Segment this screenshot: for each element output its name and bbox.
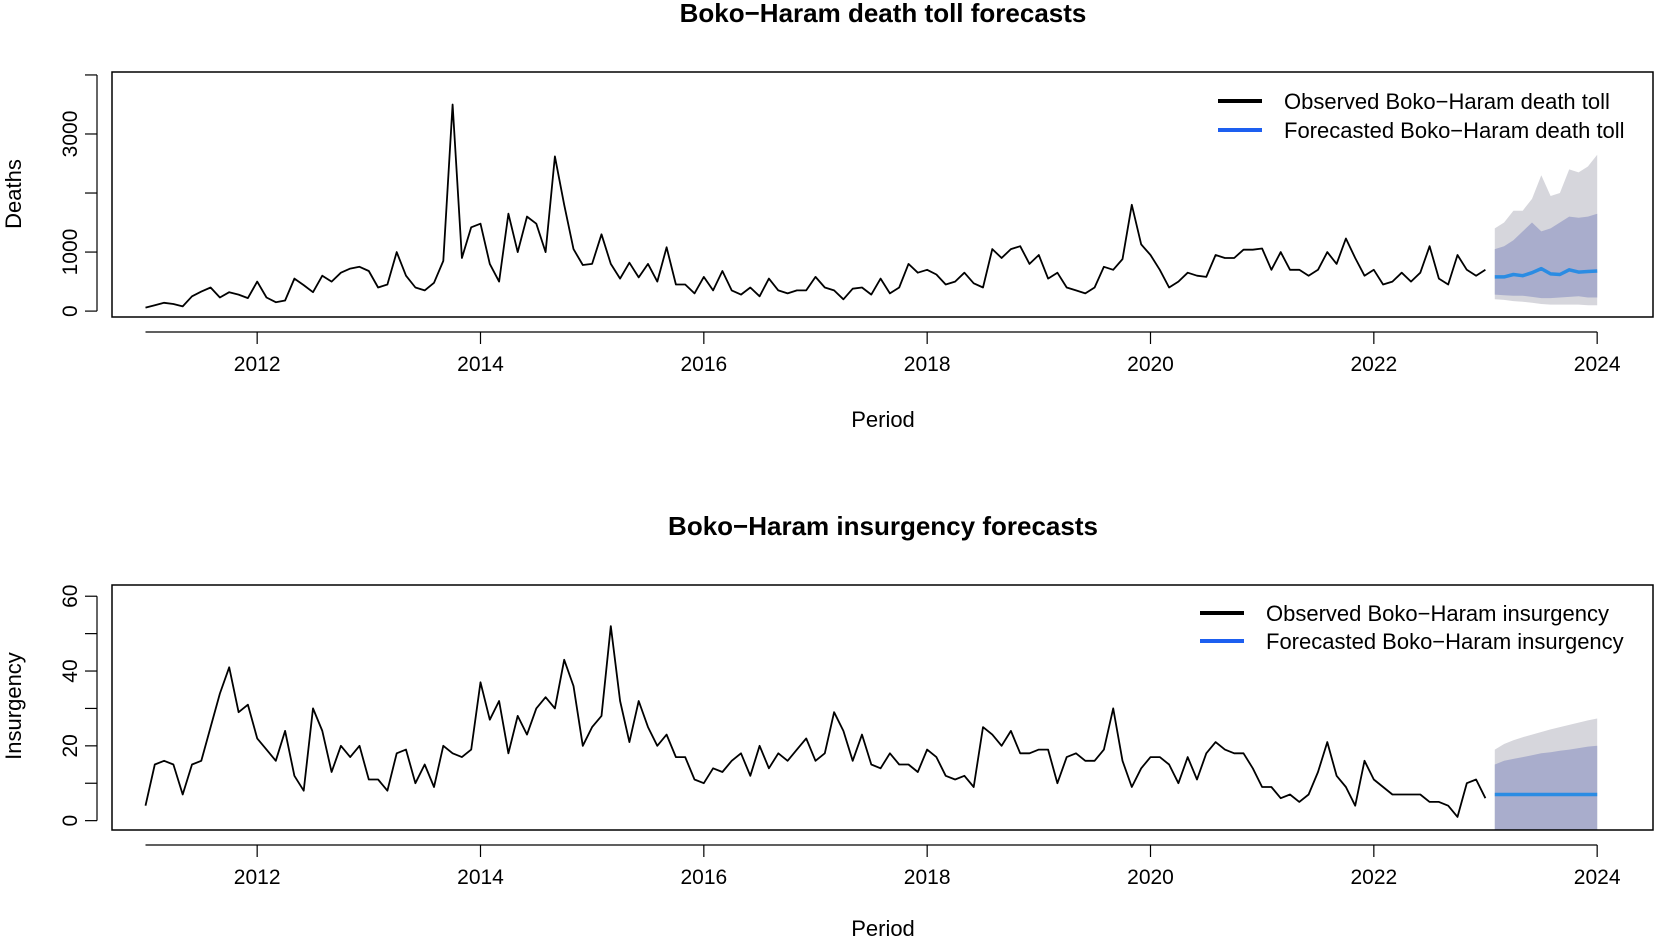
death-toll-legend: Observed Boko−Haram death toll Forecaste… bbox=[1218, 89, 1625, 143]
insurgency-interval-80 bbox=[1494, 745, 1598, 830]
insurgency-x-tick-label: 2016 bbox=[680, 866, 727, 889]
insurgency-y-tick-label: 0 bbox=[59, 815, 82, 827]
insurgency-x-tick-label: 2018 bbox=[904, 866, 951, 889]
death-toll-y-tick-label: 1000 bbox=[59, 229, 82, 276]
insurgency-x-tick-label: 2012 bbox=[234, 866, 281, 889]
insurgency-y-axis: 0 20 40 60 bbox=[59, 585, 98, 827]
insurgency-plot-frame bbox=[111, 584, 1654, 831]
death-toll-x-tick-label: 2012 bbox=[234, 353, 281, 376]
insurgency-panel: Boko−Haram insurgency forecasts Insurgen… bbox=[1, 511, 1654, 941]
insurgency-y-axis-label: Insurgency bbox=[1, 652, 26, 760]
death-toll-y-axis-label: Deaths bbox=[1, 159, 26, 229]
death-toll-observed-line bbox=[145, 103, 1486, 309]
death-toll-forecast-line bbox=[1494, 266, 1598, 279]
insurgency-x-tick-label: 2022 bbox=[1350, 866, 1397, 889]
death-toll-forecast-intervals bbox=[1494, 154, 1598, 306]
death-toll-panel: Boko−Haram death toll forecasts Deaths P… bbox=[1, 0, 1654, 432]
legend-label-forecast-insurgency: Forecasted Boko−Haram insurgency bbox=[1266, 629, 1624, 654]
death-toll-x-tick-label: 2016 bbox=[680, 353, 727, 376]
legend-label-observed-insurgency: Observed Boko−Haram insurgency bbox=[1266, 601, 1609, 626]
death-toll-y-tick-label: 0 bbox=[59, 305, 82, 317]
insurgency-observed-line bbox=[144, 625, 1487, 818]
insurgency-x-tick-label: 2024 bbox=[1574, 866, 1621, 889]
insurgency-y-tick-label: 20 bbox=[59, 734, 82, 757]
insurgency-x-tick-label: 2020 bbox=[1127, 866, 1174, 889]
insurgency-legend: Observed Boko−Haram insurgency Forecaste… bbox=[1200, 601, 1624, 654]
legend-label-observed-deaths: Observed Boko−Haram death toll bbox=[1284, 89, 1610, 114]
insurgency-y-tick-label: 60 bbox=[59, 585, 82, 608]
death-toll-x-tick-label: 2020 bbox=[1127, 353, 1174, 376]
death-toll-lines bbox=[145, 103, 1598, 309]
death-toll-x-tick-label: 2022 bbox=[1350, 353, 1397, 376]
insurgency-y-tick-label: 40 bbox=[59, 659, 82, 682]
insurgency-x-axis-label: Period bbox=[851, 916, 915, 941]
death-toll-x-axis: 2012 2014 2016 2018 2020 2022 2024 bbox=[145, 331, 1621, 376]
death-toll-x-tick-label: 2024 bbox=[1574, 353, 1621, 376]
death-toll-x-tick-label: 2014 bbox=[457, 353, 504, 376]
death-toll-chart-title: Boko−Haram death toll forecasts bbox=[680, 0, 1087, 28]
insurgency-lines bbox=[144, 625, 1598, 818]
death-toll-y-tick-label: 3000 bbox=[59, 111, 82, 158]
legend-label-forecast-deaths: Forecasted Boko−Haram death toll bbox=[1284, 118, 1625, 143]
death-toll-plot-frame bbox=[111, 71, 1654, 318]
death-toll-y-axis: 0 1000 3000 bbox=[59, 74, 98, 317]
insurgency-x-axis: 2012 2014 2016 2018 2020 2022 2024 bbox=[145, 844, 1621, 889]
insurgency-chart-title: Boko−Haram insurgency forecasts bbox=[668, 511, 1098, 541]
insurgency-forecast-intervals bbox=[1494, 718, 1598, 830]
death-toll-x-axis-label: Period bbox=[851, 407, 915, 432]
insurgency-x-tick-label: 2014 bbox=[457, 866, 504, 889]
death-toll-x-tick-label: 2018 bbox=[904, 353, 951, 376]
